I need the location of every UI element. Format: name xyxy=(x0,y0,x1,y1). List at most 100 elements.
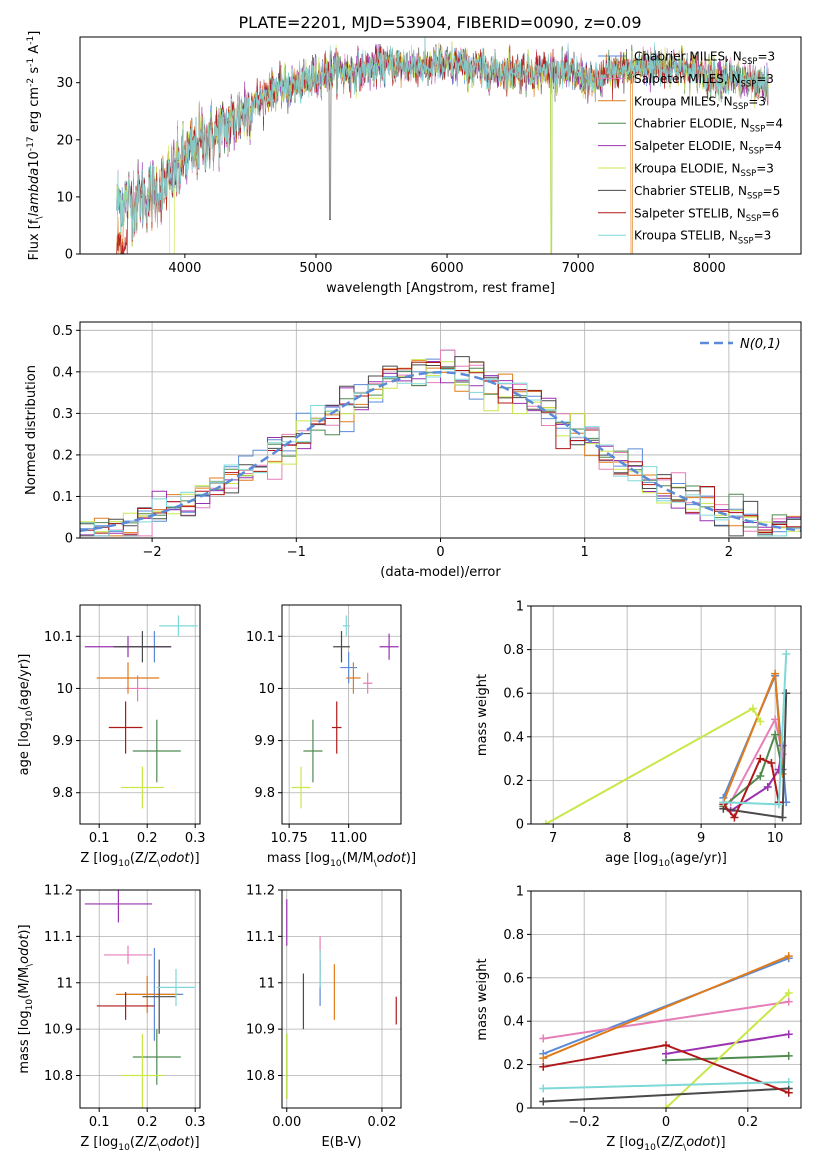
x-tick-label: 5000 xyxy=(299,261,332,276)
errorbar-point xyxy=(342,615,350,637)
y-tick-label: 9.8 xyxy=(254,786,275,801)
errorbar-point xyxy=(104,945,152,965)
errorbar-point xyxy=(113,631,172,663)
weight-marker xyxy=(784,988,793,997)
x-tick-label: 0.00 xyxy=(272,1115,301,1130)
panel-mass-weight-vs-age: 7 8 9 10 0 0.2 0.4 0.6 0.8 1 age [log10(age/yr)] ma… xyxy=(475,600,802,869)
errorbar-point xyxy=(142,959,176,1034)
panel-age-vs-mass: 10.75 11.00 9.8 9.9 10 10.1 mass [log10(M/M\od… xyxy=(246,604,416,869)
weight-marker xyxy=(539,1097,548,1106)
weight-marker xyxy=(756,717,765,726)
x-tick-label: 8 xyxy=(623,831,631,846)
x-tick-label: 8000 xyxy=(693,261,726,276)
weight-marker xyxy=(662,1041,670,1050)
weight-marker xyxy=(539,1054,548,1063)
weight-marker xyxy=(730,813,739,822)
panel-mass-vs-Z: 0.1 0.2 0.3 10.8 10.9 11 11.1 11.2 Z [log10(Z/Z\… xyxy=(17,884,206,1153)
plot-area xyxy=(541,649,791,824)
legend-entry: Chabrier MILES, NSSP=3 xyxy=(634,50,775,67)
plot-area xyxy=(84,615,198,809)
weight-marker xyxy=(774,800,783,809)
y-tick-label: 0.6 xyxy=(503,971,524,986)
y-tick-label: 11.2 xyxy=(246,884,275,899)
x-axis-label: Z [log10(Z/Z\odot)] xyxy=(80,851,199,869)
weight-marker xyxy=(778,813,787,822)
weight-series-line xyxy=(543,1081,789,1090)
y-tick-label: 0.6 xyxy=(503,687,524,702)
axes-frame xyxy=(79,36,802,255)
y-tick-label: 10 xyxy=(56,190,73,205)
y-tick-label: 0.5 xyxy=(52,324,73,339)
y-tick-label: 9.9 xyxy=(52,734,73,749)
y-tick-label: 0.2 xyxy=(52,448,73,463)
x-tick-label: 7 xyxy=(549,831,557,846)
y-tick-label: 0 xyxy=(516,818,524,833)
panel-mass-vs-extinction: 0.00 0.02 10.8 10.9 11 11.1 11.2 E(B-V) xyxy=(246,884,402,1150)
errorbar-point xyxy=(120,1033,164,1108)
errorbar-point xyxy=(84,890,152,923)
weight-marker xyxy=(767,758,776,767)
weight-marker xyxy=(539,1084,548,1093)
weight-marker xyxy=(771,669,780,678)
legend-entry: N(0,1) xyxy=(740,337,781,352)
errorbar-point xyxy=(333,631,350,663)
errorbar-point xyxy=(156,968,196,1006)
weight-marker xyxy=(784,997,793,1006)
y-tick-label: 0 xyxy=(65,532,73,547)
x-tick-label: 0.02 xyxy=(367,1115,396,1130)
y-tick-label: 0.8 xyxy=(503,928,524,943)
y-tick-label: 10.9 xyxy=(246,1023,275,1038)
y-tick-label: 0.1 xyxy=(52,490,73,505)
weight-series-line xyxy=(665,1033,789,1055)
weight-marker xyxy=(763,782,772,791)
x-axis-label: mass [log10(M/M\odot)] xyxy=(267,851,416,869)
y-tick-label: 0 xyxy=(516,1102,524,1117)
plot-area xyxy=(291,615,399,809)
y-tick-label: 11 xyxy=(56,976,73,991)
weight-marker xyxy=(756,772,765,781)
y-tick-label: 0 xyxy=(65,248,73,263)
plot-area xyxy=(84,890,196,1108)
gaussian-reference-curve xyxy=(80,371,801,532)
spectrum-line xyxy=(116,37,769,240)
weight-series-line xyxy=(543,1000,789,1040)
weight-series-line xyxy=(545,707,762,824)
errorbar-point xyxy=(379,633,399,660)
axes-frame xyxy=(79,604,201,825)
x-axis-label: E(B-V) xyxy=(321,1135,361,1150)
plot-area xyxy=(539,952,793,1108)
x-tick-label: −2 xyxy=(143,545,162,560)
x-tick-label: 2 xyxy=(725,545,733,560)
y-tick-label: 11.1 xyxy=(44,930,73,945)
y-tick-label: 11.2 xyxy=(44,884,73,899)
weight-series-line xyxy=(722,730,784,808)
weight-marker xyxy=(539,1034,548,1043)
y-axis-label: mass [log10(M/M\odot)] xyxy=(17,924,35,1073)
weight-marker xyxy=(782,649,791,658)
y-tick-label: 10.8 xyxy=(246,1069,275,1084)
weight-series-line xyxy=(543,1087,789,1103)
errorbar-point xyxy=(125,675,150,702)
plot-area xyxy=(80,349,801,537)
x-axis-label: (data-model)/error xyxy=(380,565,501,580)
axes-frame xyxy=(79,321,802,539)
x-tick-label: −0.2 xyxy=(568,1115,600,1130)
weight-series-line xyxy=(665,1054,789,1062)
weight-marker xyxy=(539,1062,548,1071)
panel-spectrum: 4000 5000 6000 7000 8000 0 10 20 30 wavelength [A… xyxy=(26,31,802,296)
y-tick-label: 10.1 xyxy=(44,630,73,645)
errorbar-point xyxy=(362,672,373,694)
weight-marker xyxy=(748,704,757,713)
y-tick-label: 0.8 xyxy=(503,643,524,658)
panel-mass-weight-vs-Z: −0.2 0 0.2 0 0.2 0.4 0.6 0.8 1 Z [log10(Z/Z\odot)… xyxy=(475,885,802,1153)
panel-age-vs-Z: 0.1 0.2 0.3 9.8 9.9 10 10.1 Z [log10(Z/Z\odot)]… xyxy=(17,604,206,869)
weight-marker xyxy=(662,1049,670,1058)
y-tick-label: 10 xyxy=(258,682,275,697)
x-tick-label: 0.2 xyxy=(137,831,158,846)
legend-entry: Salpeter STELIB, NSSP=6 xyxy=(634,206,779,223)
weight-marker xyxy=(719,798,728,807)
weight-series-line xyxy=(665,992,790,1108)
histogram-steps xyxy=(80,369,801,537)
